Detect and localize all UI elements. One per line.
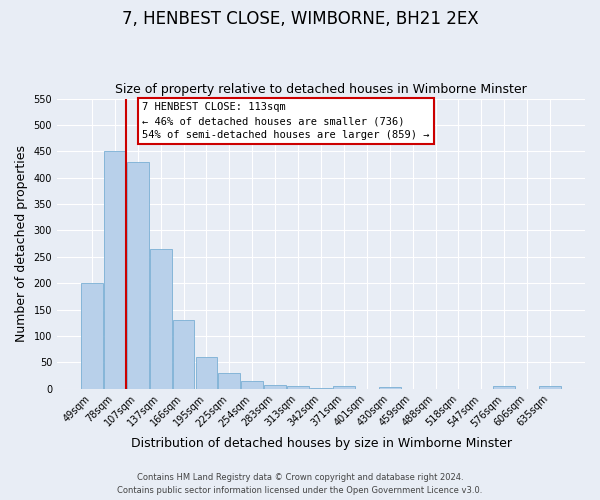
Bar [265, 385, 286, 389]
Bar [310, 388, 332, 389]
Bar [379, 387, 401, 389]
Bar [196, 357, 217, 389]
Bar [150, 249, 172, 389]
Bar [127, 162, 149, 389]
Bar [241, 381, 263, 389]
X-axis label: Distribution of detached houses by size in Wimborne Minster: Distribution of detached houses by size … [131, 437, 512, 450]
Text: Contains HM Land Registry data © Crown copyright and database right 2024.
Contai: Contains HM Land Registry data © Crown c… [118, 474, 482, 495]
Bar [173, 320, 194, 389]
Bar [539, 386, 561, 389]
Bar [287, 386, 309, 389]
Bar [493, 386, 515, 389]
Bar [333, 386, 355, 389]
Bar [81, 284, 103, 389]
Text: 7, HENBEST CLOSE, WIMBORNE, BH21 2EX: 7, HENBEST CLOSE, WIMBORNE, BH21 2EX [122, 10, 478, 28]
Bar [218, 373, 240, 389]
Y-axis label: Number of detached properties: Number of detached properties [15, 145, 28, 342]
Bar [104, 152, 126, 389]
Title: Size of property relative to detached houses in Wimborne Minster: Size of property relative to detached ho… [115, 83, 527, 96]
Text: 7 HENBEST CLOSE: 113sqm
← 46% of detached houses are smaller (736)
54% of semi-d: 7 HENBEST CLOSE: 113sqm ← 46% of detache… [142, 102, 430, 140]
